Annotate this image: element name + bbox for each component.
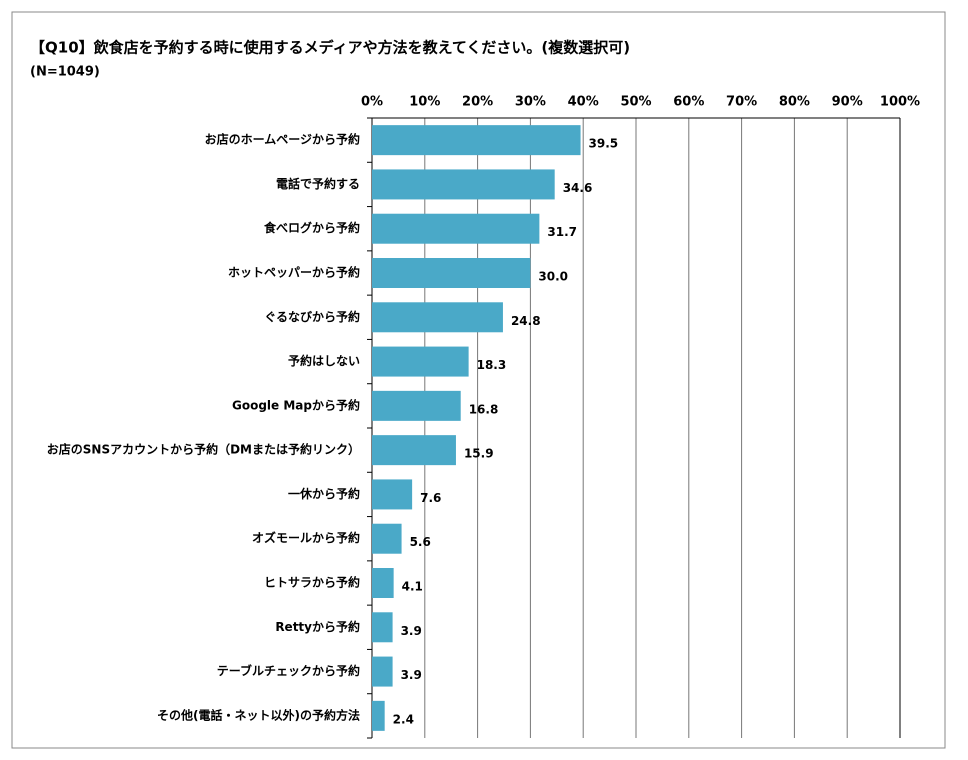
bar [372,435,456,466]
bar [372,568,394,598]
value-label: 3.9 [401,668,422,682]
x-tick-label: 50% [620,95,651,110]
bar [372,258,531,288]
bar [372,479,413,510]
bar [372,169,555,200]
y-tick-label: 予約はしない [288,353,360,368]
x-tick-label: 100% [880,95,920,110]
x-tick-label: 40% [568,95,599,110]
value-label: 2.4 [393,712,414,726]
y-tick-label: ぐるなびから予約 [264,309,360,324]
y-tick-label: Google Mapから予約 [232,397,360,412]
chart-subtitle: (N=1049) [30,65,100,80]
bar [372,346,469,377]
bar [372,656,393,687]
y-tick-label: ホットペッパーから予約 [228,265,360,280]
x-tick-label: 0% [361,95,383,110]
value-label: 5.6 [410,535,431,549]
value-label: 18.3 [477,358,507,372]
x-tick-label: 90% [832,95,863,110]
value-label: 30.0 [538,270,568,284]
x-tick-label: 10% [409,95,440,110]
x-tick-label: 80% [779,95,810,110]
bar [372,125,581,156]
bar [372,213,540,244]
chart-title: 【Q10】飲食店を予約する時に使用するメディアや方法を教えてください。(複数選択… [30,39,630,57]
value-label: 15.9 [464,447,494,461]
value-label: 31.7 [547,225,577,239]
value-label: 24.8 [511,314,541,328]
chart-frame [11,11,946,749]
value-label: 7.6 [420,491,441,505]
y-tick-label: お店のSNSアカウントから予約（DMまたは予約リンク） [47,442,360,457]
bar [372,612,393,643]
y-tick-label: その他(電話・ネット以外)の予約方法 [157,707,360,722]
value-label: 4.1 [402,580,423,594]
value-label: 16.8 [469,402,499,416]
bar [372,302,503,333]
x-tick-label: 60% [673,95,704,110]
y-tick-label: 一休から予約 [288,486,360,501]
y-tick-label: ヒトサラから予約 [264,575,360,590]
value-label: 34.6 [563,181,593,195]
y-tick-label: 食べログから予約 [263,220,360,235]
x-tick-label: 30% [515,95,546,110]
y-tick-label: お店のホームページから予約 [205,132,360,147]
bar [372,523,402,554]
y-tick-label: Rettyから予約 [275,619,360,634]
value-label: 39.5 [589,137,619,151]
value-label: 3.9 [401,624,422,638]
bar [372,700,385,731]
y-tick-label: テーブルチェックから予約 [217,663,360,678]
y-tick-label: オズモールから予約 [252,530,360,545]
x-tick-label: 20% [462,95,493,110]
bar [372,390,461,421]
x-tick-label: 70% [726,95,757,110]
y-tick-label: 電話で予約する [276,176,360,191]
